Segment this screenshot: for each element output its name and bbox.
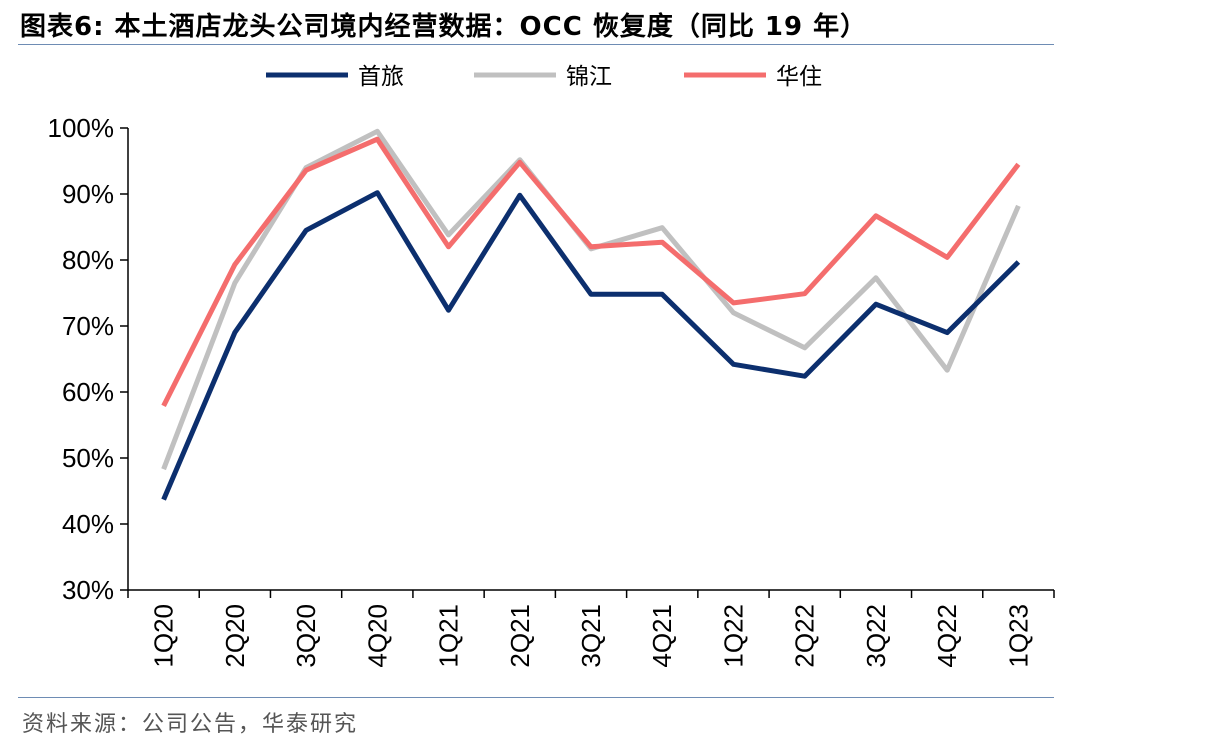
y-tick-label: 90% xyxy=(62,179,114,209)
x-tick-label: 3Q20 xyxy=(291,604,321,668)
x-tick-label: 4Q22 xyxy=(932,604,962,668)
series-line-2 xyxy=(161,128,1021,471)
y-tick-label: 30% xyxy=(62,575,114,605)
series-line-1 xyxy=(161,190,1021,501)
y-tick-label: 40% xyxy=(62,509,114,539)
legend-label: 首旅 xyxy=(358,64,404,90)
y-tick-label: 70% xyxy=(62,311,114,341)
source-divider xyxy=(18,697,1054,698)
series-line-3 xyxy=(161,136,1021,408)
legend-label: 锦江 xyxy=(566,64,612,90)
x-tick-label: 1Q23 xyxy=(1003,604,1033,668)
y-tick-label: 60% xyxy=(62,377,114,407)
x-tick-label: 2Q22 xyxy=(790,604,820,668)
x-tick-label: 1Q21 xyxy=(434,604,464,668)
x-tick-label: 4Q20 xyxy=(362,604,392,668)
x-tick-label: 1Q22 xyxy=(718,604,748,668)
x-tick-label: 3Q21 xyxy=(576,604,606,668)
chart-axes: 30% 40% 50% 60% 70% 80% 90% 100% 1Q20 2Q20 3Q20 4Q2… xyxy=(48,113,1055,668)
x-tick-label: 2Q20 xyxy=(220,604,250,668)
y-tick-label: 100% xyxy=(48,113,115,143)
x-tick-label: 3Q22 xyxy=(861,604,891,668)
source-note: 资料来源：公司公告，华泰研究 xyxy=(22,712,359,737)
series-lines xyxy=(161,128,1021,501)
chart-legend: 首旅 锦江 华住 xyxy=(266,64,822,90)
title-divider xyxy=(18,44,1054,45)
x-tick-label: 2Q21 xyxy=(505,604,535,668)
chart-title: 图表6: 本土酒店龙头公司境内经营数据：OCC 恢复度（同比 19 年） xyxy=(20,12,868,42)
x-tick-label: 4Q21 xyxy=(647,604,677,668)
y-tick-label: 80% xyxy=(62,245,114,275)
legend-label: 华住 xyxy=(776,64,822,90)
x-tick-label: 1Q20 xyxy=(149,604,179,668)
y-tick-label: 50% xyxy=(62,443,114,473)
